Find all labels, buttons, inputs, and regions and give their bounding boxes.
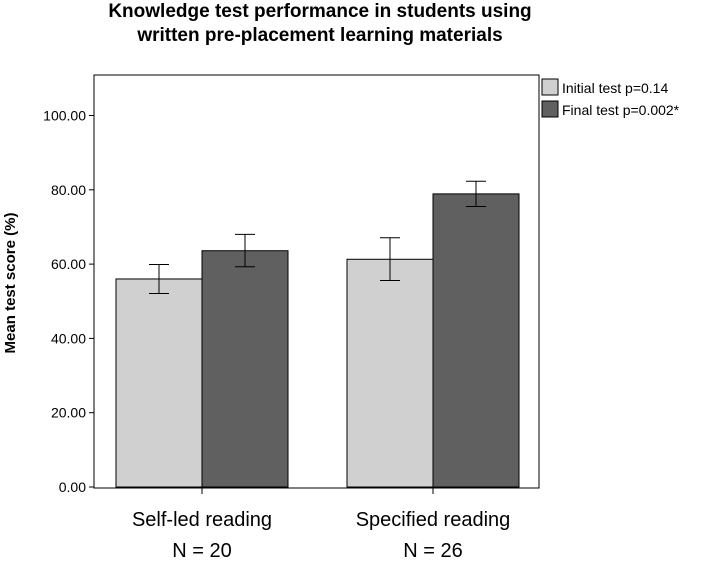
x-category-n-label: N = 26 — [403, 540, 462, 561]
plot-frame — [93, 74, 540, 489]
legend-label-initial: Initial test p=0.14 — [562, 80, 668, 96]
legend-swatch-final — [541, 100, 559, 118]
bar-final-specified — [432, 193, 520, 488]
bar-final-self-led — [201, 250, 289, 488]
legend: Initial test p=0.14 Final test p=0.002* — [541, 78, 680, 118]
error-bars — [149, 180, 486, 294]
bars — [115, 193, 520, 488]
y-tick-label: 100.00 — [43, 108, 86, 124]
y-tick-label: 40.00 — [51, 330, 86, 346]
y-tick-label: 60.00 — [51, 256, 86, 272]
y-axis: 0.00 20.00 40.00 60.00 80.00 100.00 — [43, 108, 94, 495]
bar-initial-self-led — [115, 278, 203, 488]
chart-title-line-1: Knowledge test performance in students u… — [108, 1, 531, 22]
x-category-label: Specified reading — [356, 509, 511, 531]
x-category-label: Self-led reading — [132, 509, 272, 531]
y-tick-label: 80.00 — [51, 182, 86, 198]
y-tick-label: 20.00 — [51, 405, 86, 421]
x-category-n-label: N = 20 — [172, 540, 231, 561]
y-tick-label: 0.00 — [59, 479, 86, 495]
y-axis-label: Mean test score (%) — [2, 213, 19, 354]
legend-swatch-initial — [541, 78, 559, 96]
legend-label-final: Final test p=0.002* — [562, 102, 680, 118]
x-axis: Self-led reading N = 20 Specified reading N… — [132, 488, 510, 561]
bar-initial-specified — [346, 258, 434, 488]
chart-title-line-2: written pre-placement learning materials — [136, 25, 502, 46]
